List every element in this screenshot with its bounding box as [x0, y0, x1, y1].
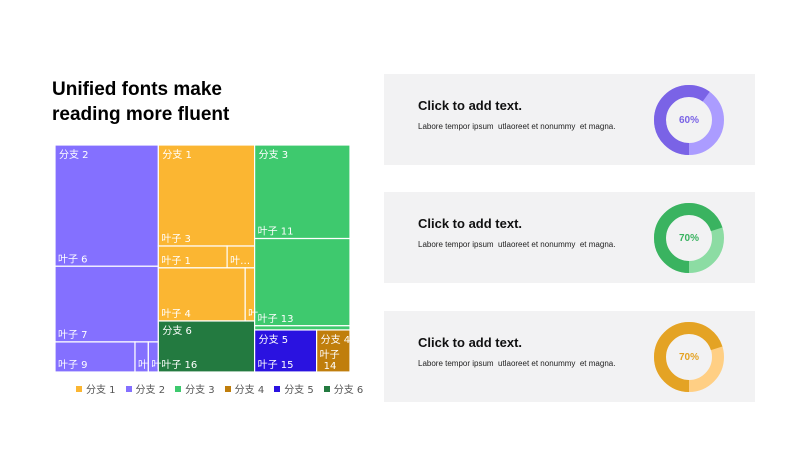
- treemap-leaf-label: 叶子 7: [58, 329, 88, 341]
- treemap-branch-label: 分支 2: [59, 149, 89, 161]
- slide-title-line-2: reading more fluent: [52, 104, 230, 125]
- legend-swatch: [76, 385, 82, 392]
- info-card-3[interactable]: Click to add text. Labore tempor ipsum u…: [384, 311, 755, 402]
- info-card-2[interactable]: Click to add text. Labore tempor ipsum u…: [384, 192, 755, 283]
- donut-chart: [654, 203, 724, 273]
- legend-item-branch-4[interactable]: 分支 4: [224, 381, 265, 396]
- treemap-tile-叶子-11[interactable]: [254, 144, 351, 240]
- treemap-tile-叶子-13[interactable]: [254, 237, 351, 327]
- donut-value-arc: [654, 85, 724, 155]
- treemap-branch-label: 分支 1: [162, 149, 192, 161]
- legend-label: 分支 3: [185, 385, 215, 396]
- treemap-tile-叶子-5[interactable]: [244, 267, 256, 322]
- treemap-leaf-label: 叶子 16: [161, 359, 197, 371]
- treemap-leaf-label: 叶子 11: [258, 226, 294, 238]
- treemap-leaf-label: 叶子 9: [58, 359, 88, 371]
- legend-item-branch-1[interactable]: 分支 1: [76, 381, 116, 396]
- legend-label: 分支 5: [284, 385, 314, 396]
- treemap-tile-叶子-8[interactable]: [134, 341, 149, 373]
- donut-chart: [654, 322, 724, 392]
- donut-value-arc: [654, 322, 724, 392]
- donut-value-arc: [654, 203, 724, 273]
- treemap-tile-叶子-2[interactable]: [226, 245, 256, 269]
- card-title[interactable]: Click to add text.: [418, 98, 523, 113]
- card-body-text[interactable]: Labore tempor ipsum utlaoreet et nonummy…: [418, 240, 616, 249]
- legend-item-branch-2[interactable]: 分支 2: [125, 381, 166, 396]
- treemap-branch-label: 分支 6: [162, 325, 192, 337]
- donut-chart: [654, 85, 724, 155]
- card-body-text[interactable]: Labore tempor ipsum utlaoreet et nonummy…: [418, 359, 616, 368]
- treemap-leaf-label: 叶子 1: [161, 255, 191, 267]
- donut-percent-label: 70%: [678, 232, 699, 244]
- treemap-leaf-label: 叶: [138, 359, 148, 371]
- card-title[interactable]: Click to add text.: [418, 335, 523, 350]
- legend-label: 分支 1: [86, 385, 116, 396]
- treemap-tile-叶子-3[interactable]: [157, 144, 256, 247]
- treemap-branch-label: 分支 4: [321, 334, 351, 346]
- treemap-tile-叶子-9[interactable]: [54, 341, 136, 373]
- treemap-leaf-label: 叶: [151, 359, 161, 371]
- slide-title-line-1: Unified fonts make: [52, 79, 222, 100]
- treemap-tile-叶子-1[interactable]: [157, 245, 228, 269]
- treemap-leaf-label: 叶: [248, 308, 258, 320]
- legend-swatch: [175, 385, 182, 392]
- treemap-tile-叶子-7[interactable]: [54, 265, 159, 343]
- legend-item-branch-5[interactable]: 分支 5: [274, 381, 314, 396]
- treemap-leaf-label: 叶…: [230, 255, 250, 267]
- donut-percent-label: 70%: [678, 351, 699, 363]
- legend-swatch: [224, 385, 231, 392]
- treemap-tile-叶子-12[interactable]: [254, 325, 351, 331]
- donut-percent-label: 60%: [678, 114, 699, 126]
- legend-swatch: [274, 385, 281, 392]
- legend-item-branch-3[interactable]: 分支 3: [175, 381, 215, 396]
- card-title[interactable]: Click to add text.: [418, 216, 523, 231]
- legend-item-branch-6[interactable]: 分支 6: [323, 381, 364, 396]
- treemap-branch-label: 分支 3: [259, 149, 289, 161]
- treemap-tile-叶子-14[interactable]: [316, 329, 351, 373]
- treemap-leaf-label: 叶子 15: [258, 359, 294, 371]
- info-card-1[interactable]: Click to add text. Labore tempor ipsum u…: [384, 74, 755, 165]
- treemap-branch-label: 分支 5: [259, 334, 289, 346]
- treemap-tile-叶子-4[interactable]: [157, 267, 246, 322]
- treemap-tile-叶子-10[interactable]: [147, 341, 159, 373]
- legend-label: 分支 4: [234, 385, 265, 396]
- legend-label: 分支 6: [333, 385, 364, 396]
- slide-title: Unified fonts make reading more fluent: [52, 77, 352, 127]
- treemap-leaf-label: 叶子 3: [161, 233, 191, 245]
- treemap-leaf-label: 叶子 13: [258, 313, 294, 325]
- legend-swatch: [323, 385, 330, 392]
- legend-swatch: [125, 385, 132, 392]
- treemap-tile-叶子-6[interactable]: [54, 144, 159, 267]
- legend-label: 分支 2: [135, 385, 166, 396]
- card-body-text[interactable]: Labore tempor ipsum utlaoreet et nonummy…: [418, 122, 616, 131]
- treemap-leaf-label: 叶子 6: [58, 253, 88, 265]
- treemap-tile-叶子-16[interactable]: [157, 320, 256, 373]
- treemap-leaf-label: 叶子: [320, 349, 340, 361]
- treemap-leaf-label: 14: [324, 361, 337, 372]
- treemap-tile-叶子-15[interactable]: [254, 329, 318, 373]
- treemap-legend: 分支 1 分支 2 分支 3 分支 4 分支 5 分支 6: [76, 381, 363, 396]
- treemap-leaf-label: 叶子 4: [161, 308, 191, 320]
